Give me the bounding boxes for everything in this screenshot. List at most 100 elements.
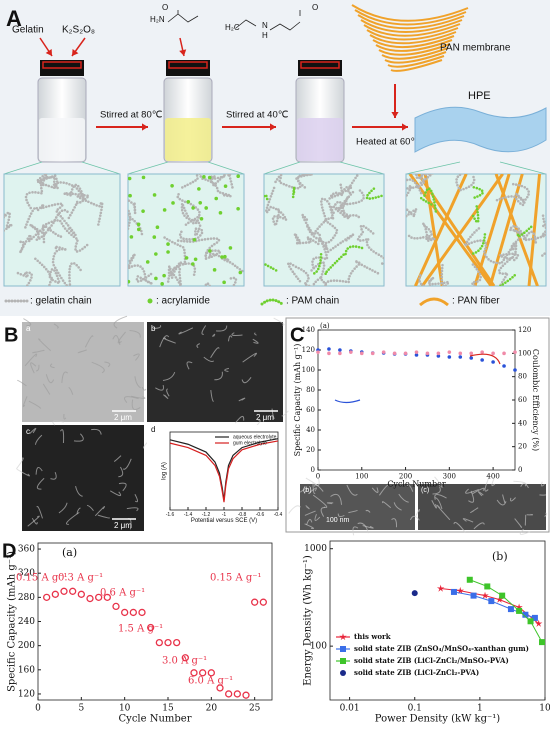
x-tick-label: 10 [539,704,550,714]
acrylamide [191,206,195,210]
marker [502,351,506,356]
y-axis-label: log (A) [162,462,168,480]
texture [155,385,164,391]
panel-label: D [2,540,16,562]
marker [103,593,111,601]
marker [242,691,250,699]
marker [491,351,495,356]
hpe-sheet [414,106,547,153]
marker [233,690,241,698]
plot-frame [329,540,546,701]
texture [496,499,507,506]
marker [491,360,495,364]
chain [461,226,516,265]
vial-cap-red [168,61,208,69]
marker [86,594,94,603]
marker [327,347,331,351]
marker [534,619,543,627]
acrylamide [208,249,212,253]
marker [95,593,103,601]
chain [63,183,92,220]
image-label: b [151,324,156,333]
y-tick-label: 160 [18,665,35,675]
texture [210,347,220,358]
chain [24,174,48,210]
marker [340,658,346,664]
chem-label: O [162,3,168,12]
texture [58,502,68,514]
acrylamide [184,256,189,260]
chain [471,254,516,286]
annotation-arrow [334,399,361,404]
membrane-label: PAN membrane [440,43,511,54]
schematic [128,174,244,286]
texture [30,362,37,374]
texture [224,367,230,372]
marker [207,669,215,677]
texture [238,397,246,402]
y2-axis-label: Coulombic Efficiency (%) [531,349,540,451]
marker [531,614,538,621]
y2-tick-label: 60 [518,396,527,404]
texture [357,522,369,534]
chain [293,231,322,246]
marker [516,607,523,614]
legend-text: : acrylamide [156,296,210,307]
vial-liquid [297,118,343,161]
texture [473,522,485,530]
texture [122,458,132,470]
x-tick-label: -1.2 [202,512,211,518]
marker [447,350,452,354]
image-label: (c) [421,487,429,494]
texture [126,507,139,512]
legend-text: gum electrolyte [233,440,267,446]
texture [432,484,441,495]
annotation: 0.3 A g⁻¹ [58,573,103,584]
x-tick-label: 0 [316,472,320,480]
acrylamide [162,273,166,278]
y-tick-label: 120 [302,346,315,354]
marker [499,592,506,599]
texture [66,511,80,525]
texture [211,333,216,337]
texture [304,510,316,516]
chain [301,197,335,237]
chain [365,187,384,200]
marker [77,590,85,598]
marker [527,618,534,625]
y2-tick-label: 120 [518,326,531,334]
series-line [469,579,543,643]
marker [436,351,441,356]
schematic [406,174,546,286]
texture [242,352,257,363]
texture [214,371,223,381]
pan-fiber [473,174,511,286]
image-label: (b) [303,487,312,494]
acrylamide [166,250,170,254]
acrylamide [129,235,134,239]
chain [538,214,546,258]
texture [134,494,139,503]
x-tick-label: 5 [78,704,84,714]
chain [305,224,355,254]
vial-cap-red [300,61,340,69]
x-axis-label: Potential versus SCE (V) [191,518,257,524]
legend-text: solid state ZIB (LiCl-ZnCl₂-PVA) [354,668,479,677]
chart-label: (a) [320,322,330,330]
annotation: 0.15 A g⁻¹ [16,573,68,584]
x-tick-label: 10 [119,704,131,714]
texture [544,512,548,517]
marker [513,350,517,354]
arrow-head [45,49,52,56]
panel-label: A [6,6,22,31]
marker [259,598,267,606]
texture [305,505,310,510]
marker [436,584,445,592]
texture [31,517,38,525]
chain [311,219,339,271]
texture [491,474,497,487]
chain [128,252,154,286]
texture [201,325,207,335]
pan-fiber [414,174,468,286]
texture [15,457,24,470]
